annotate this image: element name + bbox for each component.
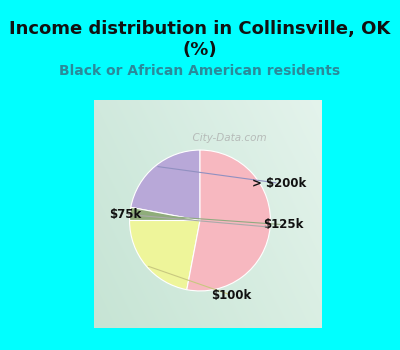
- Wedge shape: [130, 220, 200, 290]
- Text: $125k: $125k: [263, 218, 303, 231]
- Text: Black or African American residents: Black or African American residents: [60, 64, 340, 78]
- Wedge shape: [187, 150, 270, 291]
- Wedge shape: [130, 207, 200, 220]
- Text: $75k: $75k: [109, 208, 142, 221]
- Wedge shape: [131, 150, 200, 220]
- Text: $100k: $100k: [211, 289, 251, 302]
- Text: > $200k: > $200k: [252, 177, 306, 190]
- Text: City-Data.com: City-Data.com: [186, 133, 266, 142]
- Text: Income distribution in Collinsville, OK
(%): Income distribution in Collinsville, OK …: [9, 20, 391, 59]
